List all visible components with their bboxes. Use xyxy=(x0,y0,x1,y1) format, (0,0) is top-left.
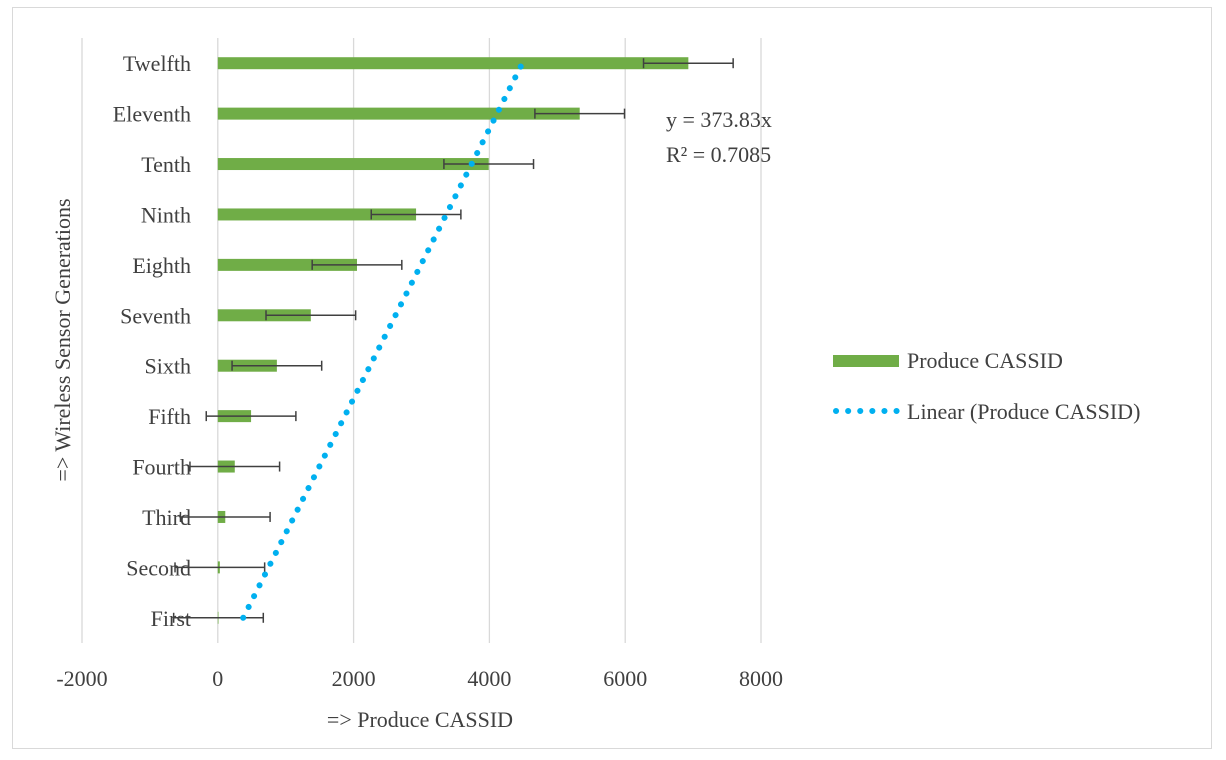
category-label: Seventh xyxy=(120,303,191,328)
category-label: Twelfth xyxy=(123,51,191,76)
category-label: Sixth xyxy=(145,354,191,379)
error-bars xyxy=(172,58,734,623)
category-labels: First Second Third Fourth Fifth Sixth Seventh E… xyxy=(113,51,191,631)
category-label: Tenth xyxy=(141,152,191,177)
trendline-equation: y = 373.83x xyxy=(666,107,772,132)
category-label: Eleventh xyxy=(113,102,191,127)
x-tick-label: -2000 xyxy=(56,666,107,691)
category-label: Fifth xyxy=(148,404,191,429)
x-tick-label: 8000 xyxy=(739,666,783,691)
x-axis-title: => Produce CASSID xyxy=(327,707,513,732)
trendline-r-squared: R² = 0.7085 xyxy=(666,142,771,167)
category-label: First xyxy=(151,606,191,631)
legend-label-bar: Produce CASSID xyxy=(907,348,1063,373)
category-label: Third xyxy=(142,505,191,530)
bar xyxy=(217,57,689,70)
bar xyxy=(217,208,417,221)
bar xyxy=(217,309,311,322)
bar xyxy=(217,158,489,171)
x-tick-label: 0 xyxy=(212,666,223,691)
bar xyxy=(217,107,580,120)
x-tick-label: 6000 xyxy=(603,666,647,691)
category-label: Eighth xyxy=(132,253,191,278)
trendline xyxy=(240,60,526,621)
bar xyxy=(217,258,357,271)
category-label: Second xyxy=(126,555,191,580)
x-tick-label: 4000 xyxy=(467,666,511,691)
legend-label-trendline: Linear (Produce CASSID) xyxy=(907,399,1140,424)
category-label: Fourth xyxy=(132,455,191,480)
y-axis-title: => Wireless Sensor Generations xyxy=(50,198,75,481)
x-tick-label: 2000 xyxy=(332,666,376,691)
chart-frame xyxy=(12,7,1212,749)
bars xyxy=(217,57,689,624)
x-tick-labels: -2000 0 2000 4000 6000 8000 xyxy=(56,666,783,691)
category-label: Ninth xyxy=(141,202,191,227)
grid-lines xyxy=(81,38,762,643)
trendline-path xyxy=(240,60,526,621)
legend: Produce CASSID Linear (Produce CASSID) xyxy=(833,348,1140,424)
legend-swatch-bar xyxy=(833,355,899,367)
